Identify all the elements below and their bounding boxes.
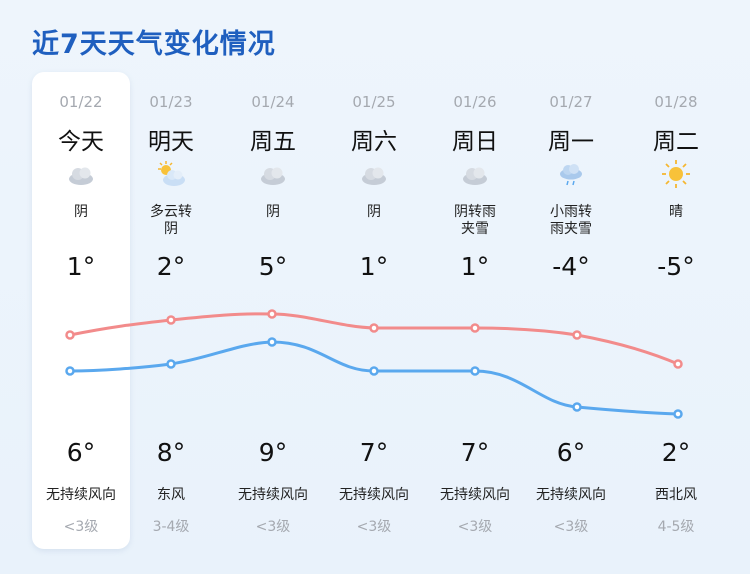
today-card-highlight [32, 72, 130, 549]
overcast-cloud-icon [261, 167, 285, 185]
day-low-temp: 7° [460, 438, 490, 467]
day-column[interactable]: 01/26 周日 阴转雨 夹雪 1° 7° 无持续风向 <3级 [426, 72, 524, 549]
day-condition: 阴 [74, 204, 88, 220]
day-column[interactable]: 01/22 今天 阴 1° 6° 无持续风向 <3级 [32, 72, 130, 549]
day-date: 01/23 [149, 93, 193, 111]
day-column[interactable]: 01/28 周二 晴 -5° 2° 西北风 4-5级 [627, 72, 725, 549]
day-wind-level: <3级 [553, 519, 589, 535]
day-wind-direction: 无持续风向 [339, 487, 409, 503]
day-high-temp: 2° [156, 252, 186, 281]
day-weekday: 周日 [452, 129, 498, 155]
day-weekday: 明天 [148, 129, 194, 155]
day-weekday: 周五 [250, 129, 296, 155]
day-high-temp: 1° [460, 252, 490, 281]
day-wind-level: 4-5级 [657, 519, 695, 535]
day-date: 01/27 [549, 93, 593, 111]
page-title: 近7天天气变化情况 [32, 29, 276, 60]
day-weekday: 周二 [653, 129, 699, 155]
day-wind-direction: 无持续风向 [536, 487, 606, 503]
day-condition: 阴转雨 夹雪 [454, 204, 496, 237]
day-low-temp: 2° [661, 438, 691, 467]
day-high-temp: 1° [359, 252, 389, 281]
day-date: 01/28 [654, 93, 698, 111]
day-low-temp: 6° [66, 438, 96, 467]
overcast-cloud-icon [463, 167, 487, 185]
day-wind-direction: 无持续风向 [440, 487, 510, 503]
day-condition: 阴 [266, 204, 280, 220]
day-high-temp: 1° [66, 252, 96, 281]
day-wind-level: <3级 [457, 519, 493, 535]
day-column[interactable]: 01/24 周五 阴 5° 9° 无持续风向 <3级 [224, 72, 322, 549]
day-low-temp: 9° [258, 438, 288, 467]
day-wind-direction: 东风 [157, 487, 185, 503]
day-date: 01/26 [453, 93, 497, 111]
day-low-temp: 7° [359, 438, 389, 467]
overcast-cloud-icon [69, 167, 93, 185]
day-wind-level: 3-4级 [152, 519, 190, 535]
day-wind-level: <3级 [63, 519, 99, 535]
day-low-temp: 6° [556, 438, 586, 467]
day-high-temp: -5° [657, 252, 695, 281]
sunny-icon [662, 160, 690, 188]
day-high-temp: 5° [258, 252, 288, 281]
day-date: 01/22 [59, 93, 103, 111]
light-rain-icon [560, 164, 582, 186]
day-wind-direction: 无持续风向 [46, 487, 116, 503]
day-condition: 多云转 阴 [150, 204, 192, 237]
day-wind-level: <3级 [255, 519, 291, 535]
day-date: 01/24 [251, 93, 295, 111]
day-weekday: 今天 [58, 129, 104, 155]
day-condition: 晴 [669, 204, 683, 220]
day-low-temp: 8° [156, 438, 186, 467]
day-column[interactable]: 01/25 周六 阴 1° 7° 无持续风向 <3级 [325, 72, 423, 549]
day-high-temp: -4° [552, 252, 590, 281]
partly-cloudy-icon [158, 161, 185, 186]
day-wind-level: <3级 [356, 519, 392, 535]
day-condition: 小雨转 雨夹雪 [550, 204, 592, 237]
day-column[interactable]: 01/23 明天 多云转 阴 2° 8° 东风 3-4级 [122, 72, 220, 549]
day-condition: 阴 [367, 204, 381, 220]
day-wind-direction: 西北风 [655, 487, 697, 503]
day-weekday: 周六 [351, 129, 397, 155]
overcast-cloud-icon [362, 167, 386, 185]
day-wind-direction: 无持续风向 [238, 487, 308, 503]
day-column[interactable]: 01/27 周一 小雨转 雨夹雪 -4° 6° 无持续风向 <3级 [522, 72, 620, 549]
day-weekday: 周一 [548, 129, 594, 155]
day-date: 01/25 [352, 93, 396, 111]
